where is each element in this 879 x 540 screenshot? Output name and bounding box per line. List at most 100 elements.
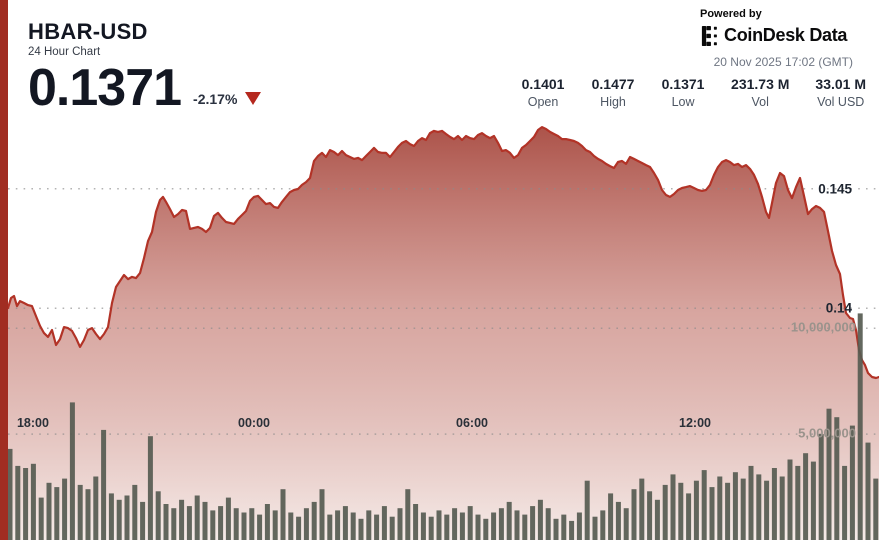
volume-bar (225, 497, 231, 540)
volume-bar (444, 514, 450, 540)
coindesk-logo-icon (701, 25, 717, 46)
volume-bar (491, 512, 497, 540)
volume-bar (779, 476, 785, 540)
price-area-fill (8, 127, 879, 540)
brand-logo[interactable]: CoinDesk Data (700, 25, 847, 46)
volume-bar (584, 480, 590, 540)
volume-bar (787, 459, 793, 540)
volume-bar (108, 493, 114, 540)
volume-bar (608, 493, 614, 540)
volume-tick-label: 5,000,000 (798, 426, 856, 441)
volume-bar (272, 510, 278, 540)
volume-bar (413, 504, 419, 540)
volume-bar (179, 499, 185, 540)
volume-bar (210, 510, 216, 540)
stat-value: 33.01 M (815, 76, 866, 92)
volume-bar (654, 499, 660, 540)
volume-bar (537, 499, 543, 540)
volume-bar (116, 499, 122, 540)
volume-bar (350, 512, 356, 540)
volume-bar (600, 510, 606, 540)
volume-bar (202, 501, 208, 540)
volume-bar (826, 408, 832, 540)
volume-bar (701, 470, 707, 540)
stat-label: High (600, 95, 626, 109)
volume-bar (155, 491, 161, 540)
volume-bar (23, 468, 29, 540)
volume-bar (257, 514, 263, 540)
stat-value: 0.1477 (591, 76, 635, 92)
volume-bar (662, 484, 668, 540)
axis-labels: 0.145 0.14 10,000,000 5,000,000 18:00 00:00 06… (17, 181, 856, 440)
volume-bar (85, 489, 91, 540)
volume-bar (280, 489, 286, 540)
price-tick-label: 0.145 (818, 181, 852, 196)
stat-label: Open (527, 95, 559, 109)
current-price: 0.1371 (28, 59, 182, 117)
volume-bar (186, 506, 192, 540)
volume-bar (54, 487, 60, 540)
volume-bar (561, 514, 567, 540)
volume-bar (842, 465, 848, 540)
chart-subtitle: 24 Hour Chart (28, 46, 101, 59)
stat-value: 231.73 M (731, 76, 790, 92)
page-title: HBAR-USD (28, 19, 148, 44)
volume-bar (795, 465, 801, 540)
volume-bar (686, 493, 692, 540)
timestamp: 20 Nov 2025 17:02 (GMT) (713, 55, 853, 69)
volume-bar (264, 504, 270, 540)
volume-bar (615, 501, 621, 540)
volume-bar (335, 510, 341, 540)
volume-bar (647, 491, 653, 540)
stat-low: 0.1371 Low (661, 76, 705, 109)
volume-bar (709, 487, 715, 540)
volume-bar (857, 313, 863, 540)
volume-bar (420, 512, 426, 540)
volume-bar (249, 508, 255, 540)
volume-bar (342, 506, 348, 540)
volume-bars (7, 313, 879, 540)
volume-bar (740, 478, 746, 540)
volume-bar (140, 501, 146, 540)
volume-bar (834, 417, 840, 540)
price-line (6, 126, 879, 380)
volume-bar (545, 508, 551, 540)
price-change: -2.17% (193, 91, 262, 112)
stat-label: Vol (751, 95, 769, 109)
volume-bar (873, 478, 879, 540)
volume-bar (218, 506, 224, 540)
volume-bar (522, 514, 528, 540)
volume-bar (818, 434, 824, 540)
brand-name: CoinDesk Data (724, 25, 848, 45)
volume-bar (15, 465, 21, 540)
volume-bar (38, 497, 44, 540)
volume-bar (530, 506, 536, 540)
volume-bar (803, 453, 809, 540)
volume-bar (241, 512, 247, 540)
volume-bar (576, 512, 582, 540)
stats-row: 0.1401 Open 0.1477 High 0.1371 Low 231.7… (521, 76, 866, 109)
volume-bar (639, 478, 645, 540)
stat-label: Vol USD (817, 95, 865, 109)
volume-bar (147, 436, 153, 540)
volume-bar (428, 516, 434, 540)
volume-bar (405, 489, 411, 540)
volume-bar (483, 518, 489, 540)
volume-bar (194, 495, 200, 540)
title-block: HBAR-USD 24 Hour Chart (28, 19, 148, 59)
volume-bar (132, 484, 138, 540)
volume-bar (514, 510, 520, 540)
volume-bar (366, 510, 372, 540)
volume-bar (311, 501, 317, 540)
volume-bar (592, 516, 598, 540)
volume-bar (319, 489, 325, 540)
volume-bar (69, 402, 75, 540)
volume-bar (124, 495, 130, 540)
volume-bar (810, 461, 816, 540)
stat-value: 0.1401 (521, 76, 565, 92)
volume-bar (771, 468, 777, 540)
stat-open: 0.1401 Open (521, 76, 565, 109)
volume-bar (498, 508, 504, 540)
triangle-down-icon (245, 92, 262, 106)
